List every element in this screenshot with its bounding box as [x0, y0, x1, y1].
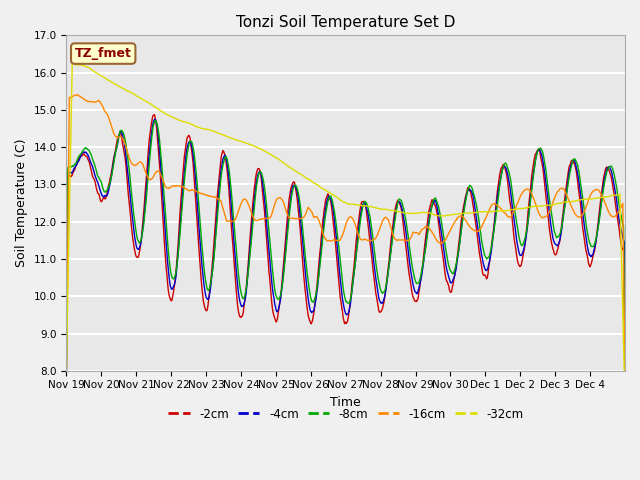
-32cm: [129, 91, 136, 96]
-2cm: [621, 368, 629, 373]
-8cm: [152, 118, 159, 123]
Line: -32cm: -32cm: [67, 64, 625, 402]
-4cm: [259, 183, 267, 189]
Title: Tonzi Soil Temperature Set D: Tonzi Soil Temperature Set D: [236, 15, 456, 30]
X-axis label: Time: Time: [330, 396, 361, 409]
-16cm: [63, 380, 70, 386]
-32cm: [621, 399, 629, 405]
-8cm: [435, 207, 443, 213]
Line: -8cm: -8cm: [67, 120, 625, 371]
-2cm: [150, 112, 158, 118]
-32cm: [63, 363, 70, 369]
-4cm: [63, 368, 70, 373]
-4cm: [280, 263, 288, 269]
-4cm: [232, 256, 239, 262]
-8cm: [63, 366, 70, 372]
-16cm: [259, 216, 267, 221]
Line: -16cm: -16cm: [67, 95, 625, 383]
-16cm: [280, 202, 288, 207]
-16cm: [404, 237, 412, 243]
-8cm: [404, 232, 412, 238]
Line: -2cm: -2cm: [67, 115, 625, 371]
Line: -4cm: -4cm: [67, 119, 625, 371]
-32cm: [404, 210, 412, 216]
-8cm: [232, 237, 239, 243]
-4cm: [404, 246, 412, 252]
-32cm: [68, 61, 76, 67]
-32cm: [435, 213, 443, 219]
Y-axis label: Soil Temperature (C): Soil Temperature (C): [15, 139, 28, 267]
-8cm: [259, 176, 267, 181]
-8cm: [280, 266, 288, 272]
-4cm: [128, 210, 136, 216]
-16cm: [74, 92, 81, 97]
-2cm: [404, 262, 412, 267]
-32cm: [259, 147, 267, 153]
-8cm: [128, 194, 136, 200]
-2cm: [435, 225, 443, 231]
-2cm: [259, 194, 267, 200]
-2cm: [63, 340, 70, 346]
-4cm: [152, 116, 159, 122]
-16cm: [621, 373, 629, 379]
-16cm: [232, 216, 239, 222]
Legend: -2cm, -4cm, -8cm, -16cm, -32cm: -2cm, -4cm, -8cm, -16cm, -32cm: [164, 403, 528, 425]
-4cm: [435, 217, 443, 223]
-4cm: [621, 347, 629, 353]
-2cm: [232, 277, 239, 283]
-32cm: [232, 137, 239, 143]
-16cm: [435, 240, 443, 246]
-32cm: [280, 160, 288, 166]
Text: TZ_fmet: TZ_fmet: [75, 47, 132, 60]
-2cm: [128, 228, 136, 234]
-8cm: [621, 368, 629, 373]
-16cm: [129, 162, 136, 168]
-2cm: [280, 253, 288, 259]
